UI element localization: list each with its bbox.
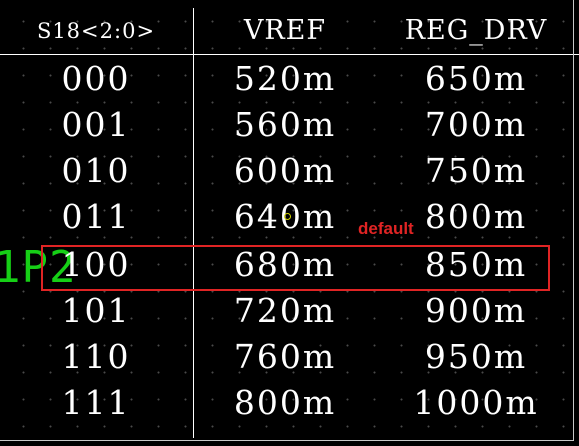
code-cell: 010 — [61, 151, 131, 190]
table-row: 010 600m 750m — [0, 148, 579, 194]
table-row: 011 640m 800m — [0, 194, 579, 240]
code-cell: 100 — [61, 245, 131, 284]
reg-drv-cell: 1000m — [413, 383, 539, 422]
header-vref: VREF — [243, 15, 327, 46]
table-row: 000 520m 650m — [0, 56, 579, 102]
vref-cell: 520m — [233, 59, 337, 98]
code-cell: 110 — [61, 337, 131, 376]
header-divider — [0, 54, 579, 55]
table-row: 111 800m 1000m — [0, 380, 579, 426]
reg-drv-cell: 650m — [424, 59, 528, 98]
reg-drv-cell: 750m — [424, 151, 528, 190]
code-cell: 101 — [61, 291, 131, 330]
background-net-label: 1P2 — [0, 242, 77, 293]
default-row-highlight-box — [41, 245, 550, 291]
table-row-default: 100 680m 850m — [0, 242, 579, 288]
vref-cell: 680m — [233, 245, 337, 284]
code-cell: 001 — [61, 105, 131, 144]
header-s18: S18<2:0> — [36, 19, 156, 43]
table-row: 101 720m 900m — [0, 288, 579, 334]
reg-drv-cell: 700m — [424, 105, 528, 144]
table-header-row: S18<2:0> VREF REG_DRV — [0, 8, 579, 54]
default-annotation-label: default — [358, 219, 414, 238]
vref-cell: 800m — [233, 383, 337, 422]
code-cell: 011 — [61, 197, 131, 236]
vref-cell: 560m — [233, 105, 337, 144]
reg-drv-cell: 800m — [424, 197, 528, 236]
header-reg-drv: REG_DRV — [404, 15, 548, 46]
reg-drv-cell: 850m — [424, 245, 528, 284]
code-cell: 111 — [61, 383, 131, 422]
table-row: 001 560m 700m — [0, 102, 579, 148]
column-divider — [193, 8, 194, 438]
vref-cell: 720m — [233, 291, 337, 330]
vref-cell: 760m — [233, 337, 337, 376]
reg-drv-cell: 950m — [424, 337, 528, 376]
table-row: 110 760m 950m — [0, 334, 579, 380]
cursor-marker-icon — [284, 213, 291, 220]
code-cell: 000 — [61, 59, 131, 98]
reg-drv-cell: 900m — [424, 291, 528, 330]
vref-cell: 600m — [233, 151, 337, 190]
